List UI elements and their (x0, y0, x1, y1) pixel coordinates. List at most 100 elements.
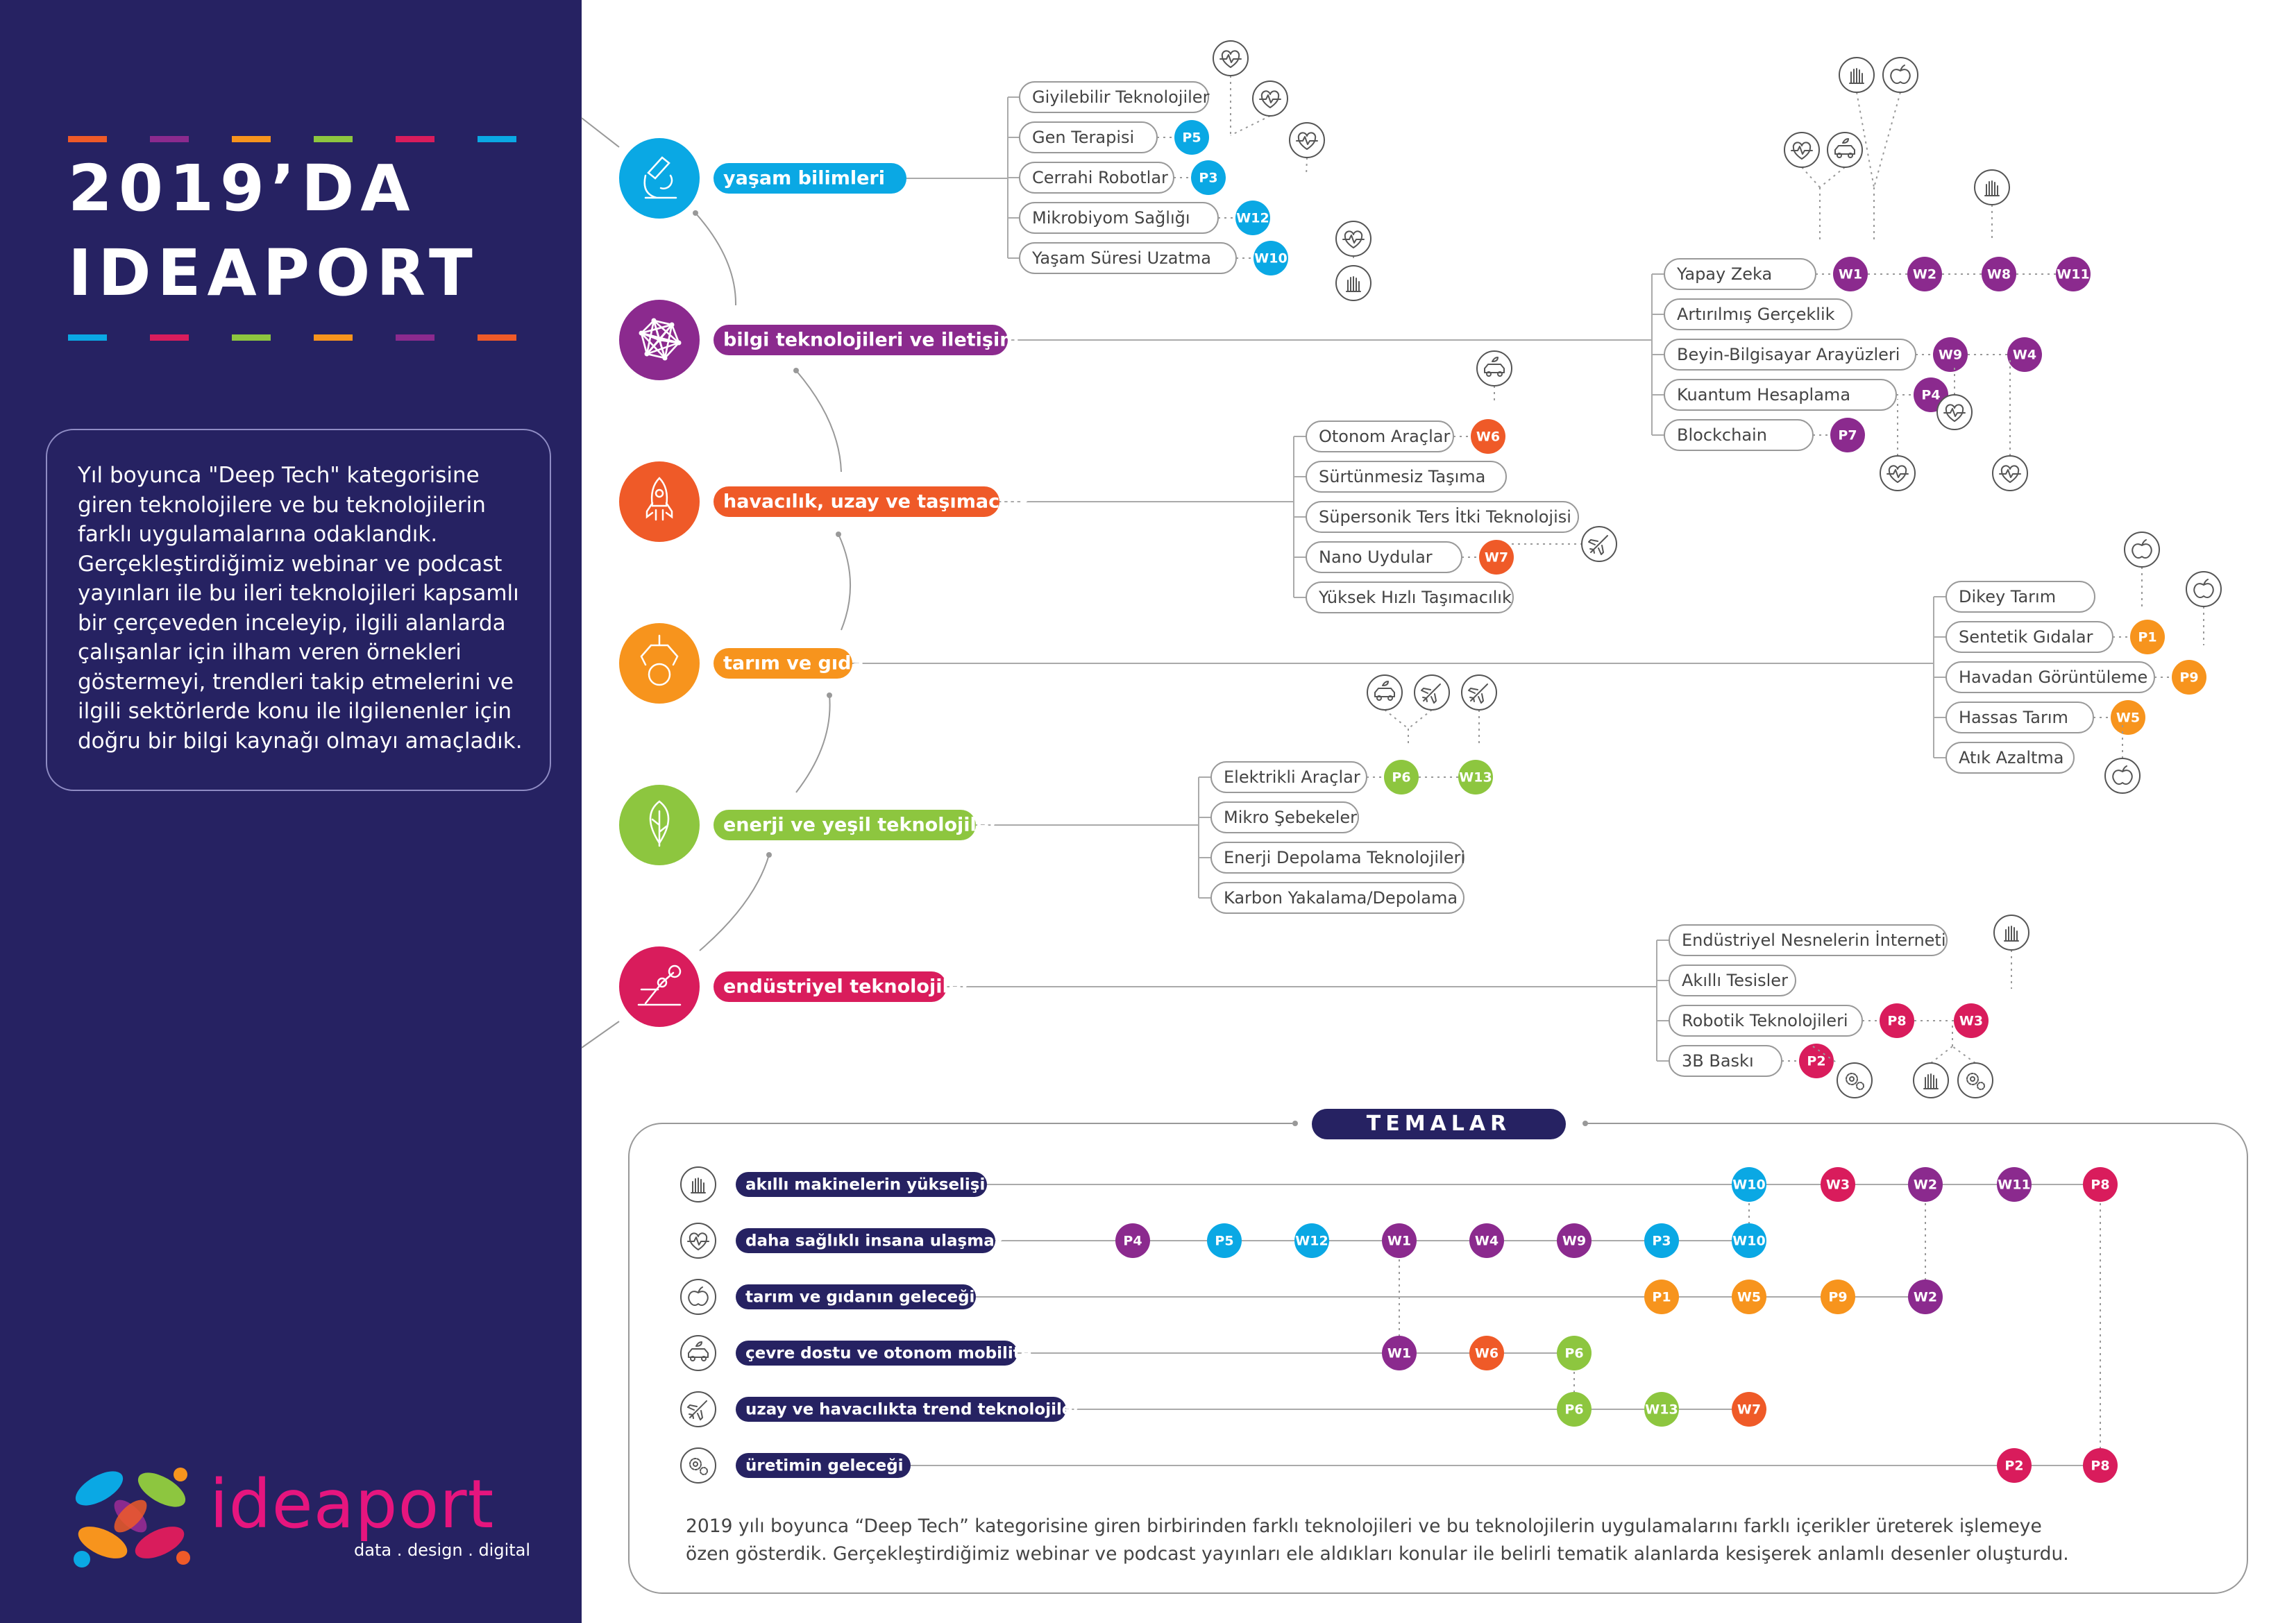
theme-label: üretimin geleceği (745, 1457, 904, 1475)
badge-circle (1115, 1223, 1150, 1258)
dotted-connector (1230, 115, 1271, 136)
technology-pill (1306, 581, 1514, 613)
badge-label: W13 (1645, 1402, 1678, 1418)
badge-circle (2056, 257, 2091, 291)
badge: P4 (1115, 1223, 1150, 1258)
theme-label: daha sağlıklı insana ulaşmak (745, 1232, 1006, 1250)
technology-label: Cerrahi Robotlar (1032, 168, 1168, 187)
badge-circle (1908, 1280, 1943, 1314)
technology-label: Yüksek Hızlı Taşımacılık (1318, 588, 1512, 607)
badge: W2 (1908, 1167, 1943, 1202)
dotted-connector (1306, 157, 1308, 176)
badge: P8 (1880, 1003, 1914, 1038)
color-dash (396, 334, 434, 341)
page-title-line2: IDEAPORT (68, 236, 479, 310)
apple-icon (680, 1279, 716, 1315)
badge: P8 (2083, 1167, 2118, 1202)
technology-label: Atık Azaltma (1959, 748, 2064, 767)
badge: W3 (1954, 1003, 1989, 1038)
badge-label: W5 (1737, 1290, 1761, 1305)
dotted-connector (1801, 167, 1821, 188)
badge: W11 (1997, 1167, 2032, 1202)
badge-circle (1908, 1167, 1943, 1202)
badge-label: W8 (1987, 267, 2011, 282)
airplane-icon (1581, 526, 1617, 562)
badge-circle (1469, 1223, 1504, 1258)
theme-pill (736, 1228, 995, 1253)
robot-arm-apple-icon (619, 623, 700, 704)
badge: P7 (1830, 418, 1865, 452)
badge: P2 (1997, 1448, 2032, 1483)
technology-pill (1306, 461, 1507, 493)
badge-label: W7 (1485, 550, 1508, 566)
technology-label: Elektrikli Araçlar (1224, 767, 1360, 787)
color-dash (232, 334, 271, 341)
badge-circle (1644, 1280, 1679, 1314)
badge: W7 (1479, 540, 1514, 575)
technology-label: Sentetik Gıdalar (1959, 627, 2093, 647)
badge-circle (1458, 760, 1493, 794)
badge-circle (1880, 1003, 1914, 1038)
technology-label: Sürtünmesiz Taşıma (1319, 467, 1485, 486)
badge: W8 (1982, 257, 2016, 291)
badge-label: P9 (1828, 1290, 1847, 1305)
technology-label: Beyin-Bilgisayar Arayüzleri (1677, 345, 1900, 364)
connector-dot (766, 852, 772, 858)
badge-label: P2 (1807, 1054, 1825, 1069)
color-dash (478, 136, 516, 142)
category-pill (714, 971, 947, 1002)
sidebar (0, 0, 582, 1623)
technology-label: Nano Uydular (1319, 547, 1433, 567)
badge-label: W4 (1475, 1234, 1499, 1249)
connector-dot (836, 532, 841, 537)
badge-label: P4 (1123, 1234, 1142, 1249)
technology-pill (1664, 298, 1852, 330)
badge-circle (1479, 540, 1514, 575)
dotted-connector (1930, 1046, 1953, 1064)
badge-label: P8 (2091, 1459, 2109, 1474)
color-dash (396, 136, 434, 142)
badge: P1 (2130, 620, 2165, 654)
heartbeat-icon (1213, 40, 1249, 76)
category-pill (714, 486, 999, 517)
badge-circle (1933, 337, 1968, 372)
brand-tagline: data . design . digital (354, 1540, 531, 1560)
badge-label: P2 (2004, 1459, 2023, 1474)
badge-label: W5 (2116, 711, 2140, 726)
badge-label: W3 (1826, 1178, 1850, 1193)
technology-label: 3B Baskı (1682, 1051, 1754, 1071)
badge-circle (1830, 418, 1865, 452)
badge-label: W10 (1732, 1178, 1765, 1193)
badge-circle (2130, 620, 2165, 654)
technology-pill (1210, 801, 1359, 833)
badge-label: P3 (1652, 1234, 1671, 1249)
badge-circle (1732, 1280, 1766, 1314)
category-label: yaşam bilimleri (723, 168, 885, 189)
themes-title: TEMALAR (1312, 1109, 1566, 1139)
badge: P5 (1207, 1223, 1242, 1258)
badge: W2 (1908, 1280, 1943, 1314)
badge: W3 (1821, 1167, 1855, 1202)
theme-pill (736, 1397, 1066, 1422)
badge-label: W11 (2057, 267, 2089, 282)
robot-hand-icon (1839, 57, 1875, 93)
gears-icon (1957, 1062, 1993, 1098)
badge-circle (2083, 1167, 2118, 1202)
badge-label: W1 (1387, 1346, 1411, 1361)
technology-label: Hassas Tarım (1959, 708, 2068, 727)
intro-text: Yıl boyunca "Deep Tech" kategorisine gir… (78, 463, 523, 754)
badge-label: W2 (1913, 267, 1936, 282)
badge-label: W7 (1737, 1402, 1761, 1418)
badge-label: P8 (2091, 1178, 2109, 1193)
technology-pill (1210, 882, 1464, 914)
technology-pill (1669, 924, 1948, 956)
apple-icon (1882, 57, 1918, 93)
apple-icon (2186, 571, 2222, 607)
theme-label: akıllı makinelerin yükselişi (745, 1176, 985, 1194)
badge: W1 (1833, 257, 1868, 291)
badge: W4 (1469, 1223, 1504, 1258)
rocket-icon (619, 461, 700, 542)
badge: W2 (1907, 257, 1942, 291)
badge-label: W9 (1562, 1234, 1586, 1249)
technology-label: Endüstriyel Nesnelerin İnterneti (1682, 930, 1946, 950)
